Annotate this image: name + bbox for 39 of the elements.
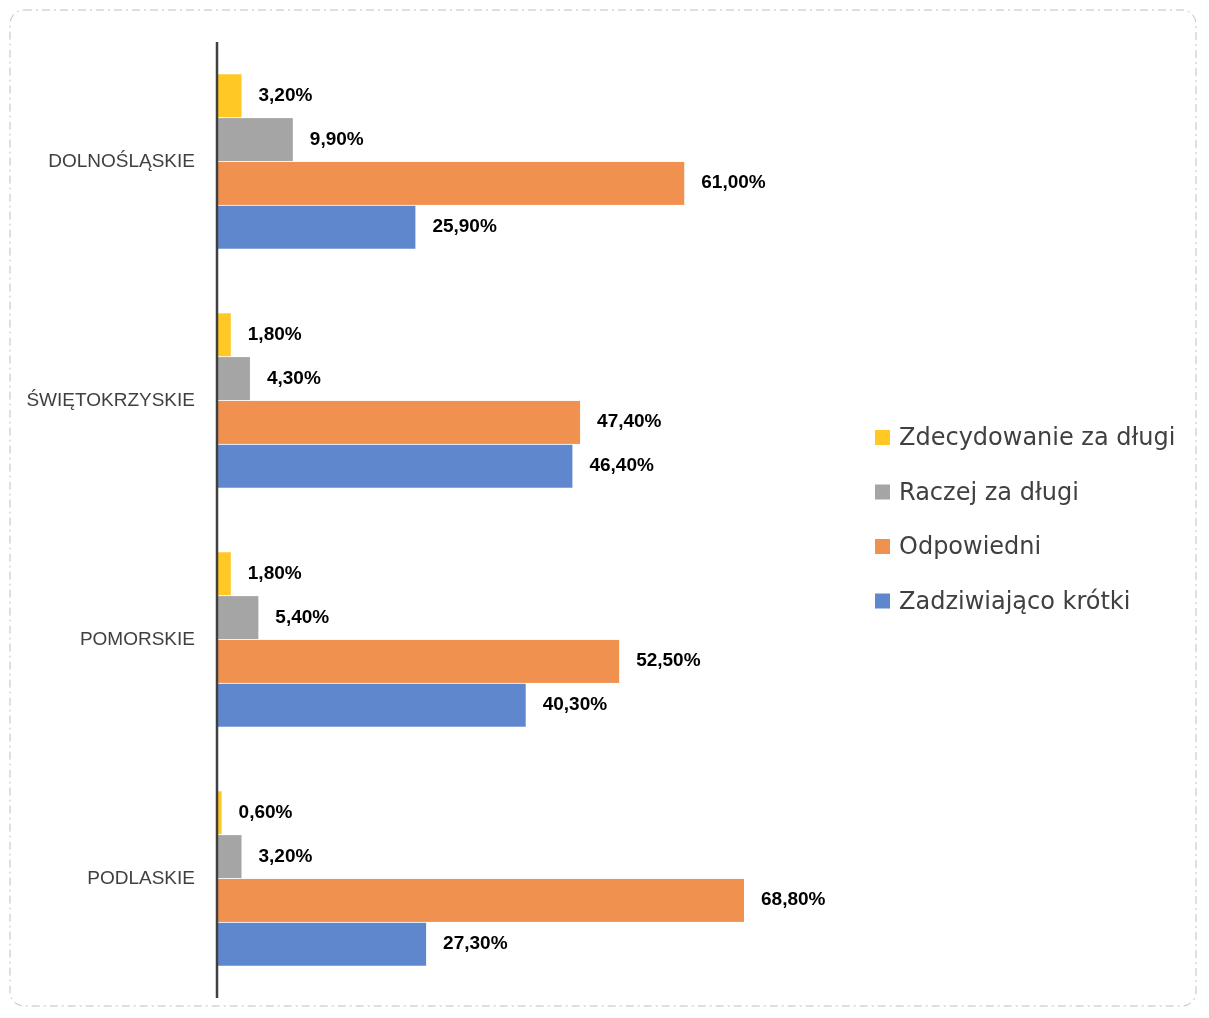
data-label: 46,40% (589, 454, 654, 476)
bar (217, 683, 526, 727)
data-label: 27,30% (443, 932, 508, 954)
data-label: 47,40% (597, 410, 662, 432)
bar (217, 205, 416, 249)
y-tick-label: ŚWIĘTOKRZYSKIE (26, 388, 195, 410)
data-label: 68,80% (761, 888, 826, 910)
y-tick-label: DOLNOŚLĄSKIE (48, 149, 195, 171)
data-label: 9,90% (309, 127, 364, 149)
bar (217, 878, 744, 922)
bar (217, 639, 620, 683)
data-label: 52,50% (636, 649, 701, 671)
y-tick-label: PODLASKIE (87, 866, 195, 888)
legend-label: Raczej za długi (899, 477, 1079, 506)
data-label: 61,00% (701, 171, 766, 193)
data-label: 5,40% (275, 605, 330, 627)
data-label: 25,90% (432, 215, 497, 237)
bar (217, 444, 573, 488)
data-label: 3,20% (258, 844, 313, 866)
bar (217, 313, 231, 357)
bar (217, 118, 293, 162)
data-label: 40,30% (542, 693, 608, 715)
bar (217, 74, 242, 118)
data-label: 3,20% (258, 83, 313, 105)
legend-label: Odpowiedni (899, 532, 1042, 560)
data-label: 1,80% (247, 561, 302, 583)
data-label: 0,60% (238, 800, 293, 822)
bar (217, 357, 250, 401)
bar (217, 400, 581, 444)
legend-label: Zdecydowanie za długi (899, 423, 1176, 451)
legend-label: Zadziwiająco krótki (899, 586, 1131, 615)
data-label: 4,30% (266, 366, 321, 388)
bar (217, 161, 685, 205)
data-label: 1,80% (247, 322, 302, 344)
bar (217, 596, 259, 640)
bar (217, 552, 231, 596)
bar (217, 835, 242, 879)
y-tick-label: POMORSKIE (79, 627, 195, 649)
bar (217, 922, 427, 966)
